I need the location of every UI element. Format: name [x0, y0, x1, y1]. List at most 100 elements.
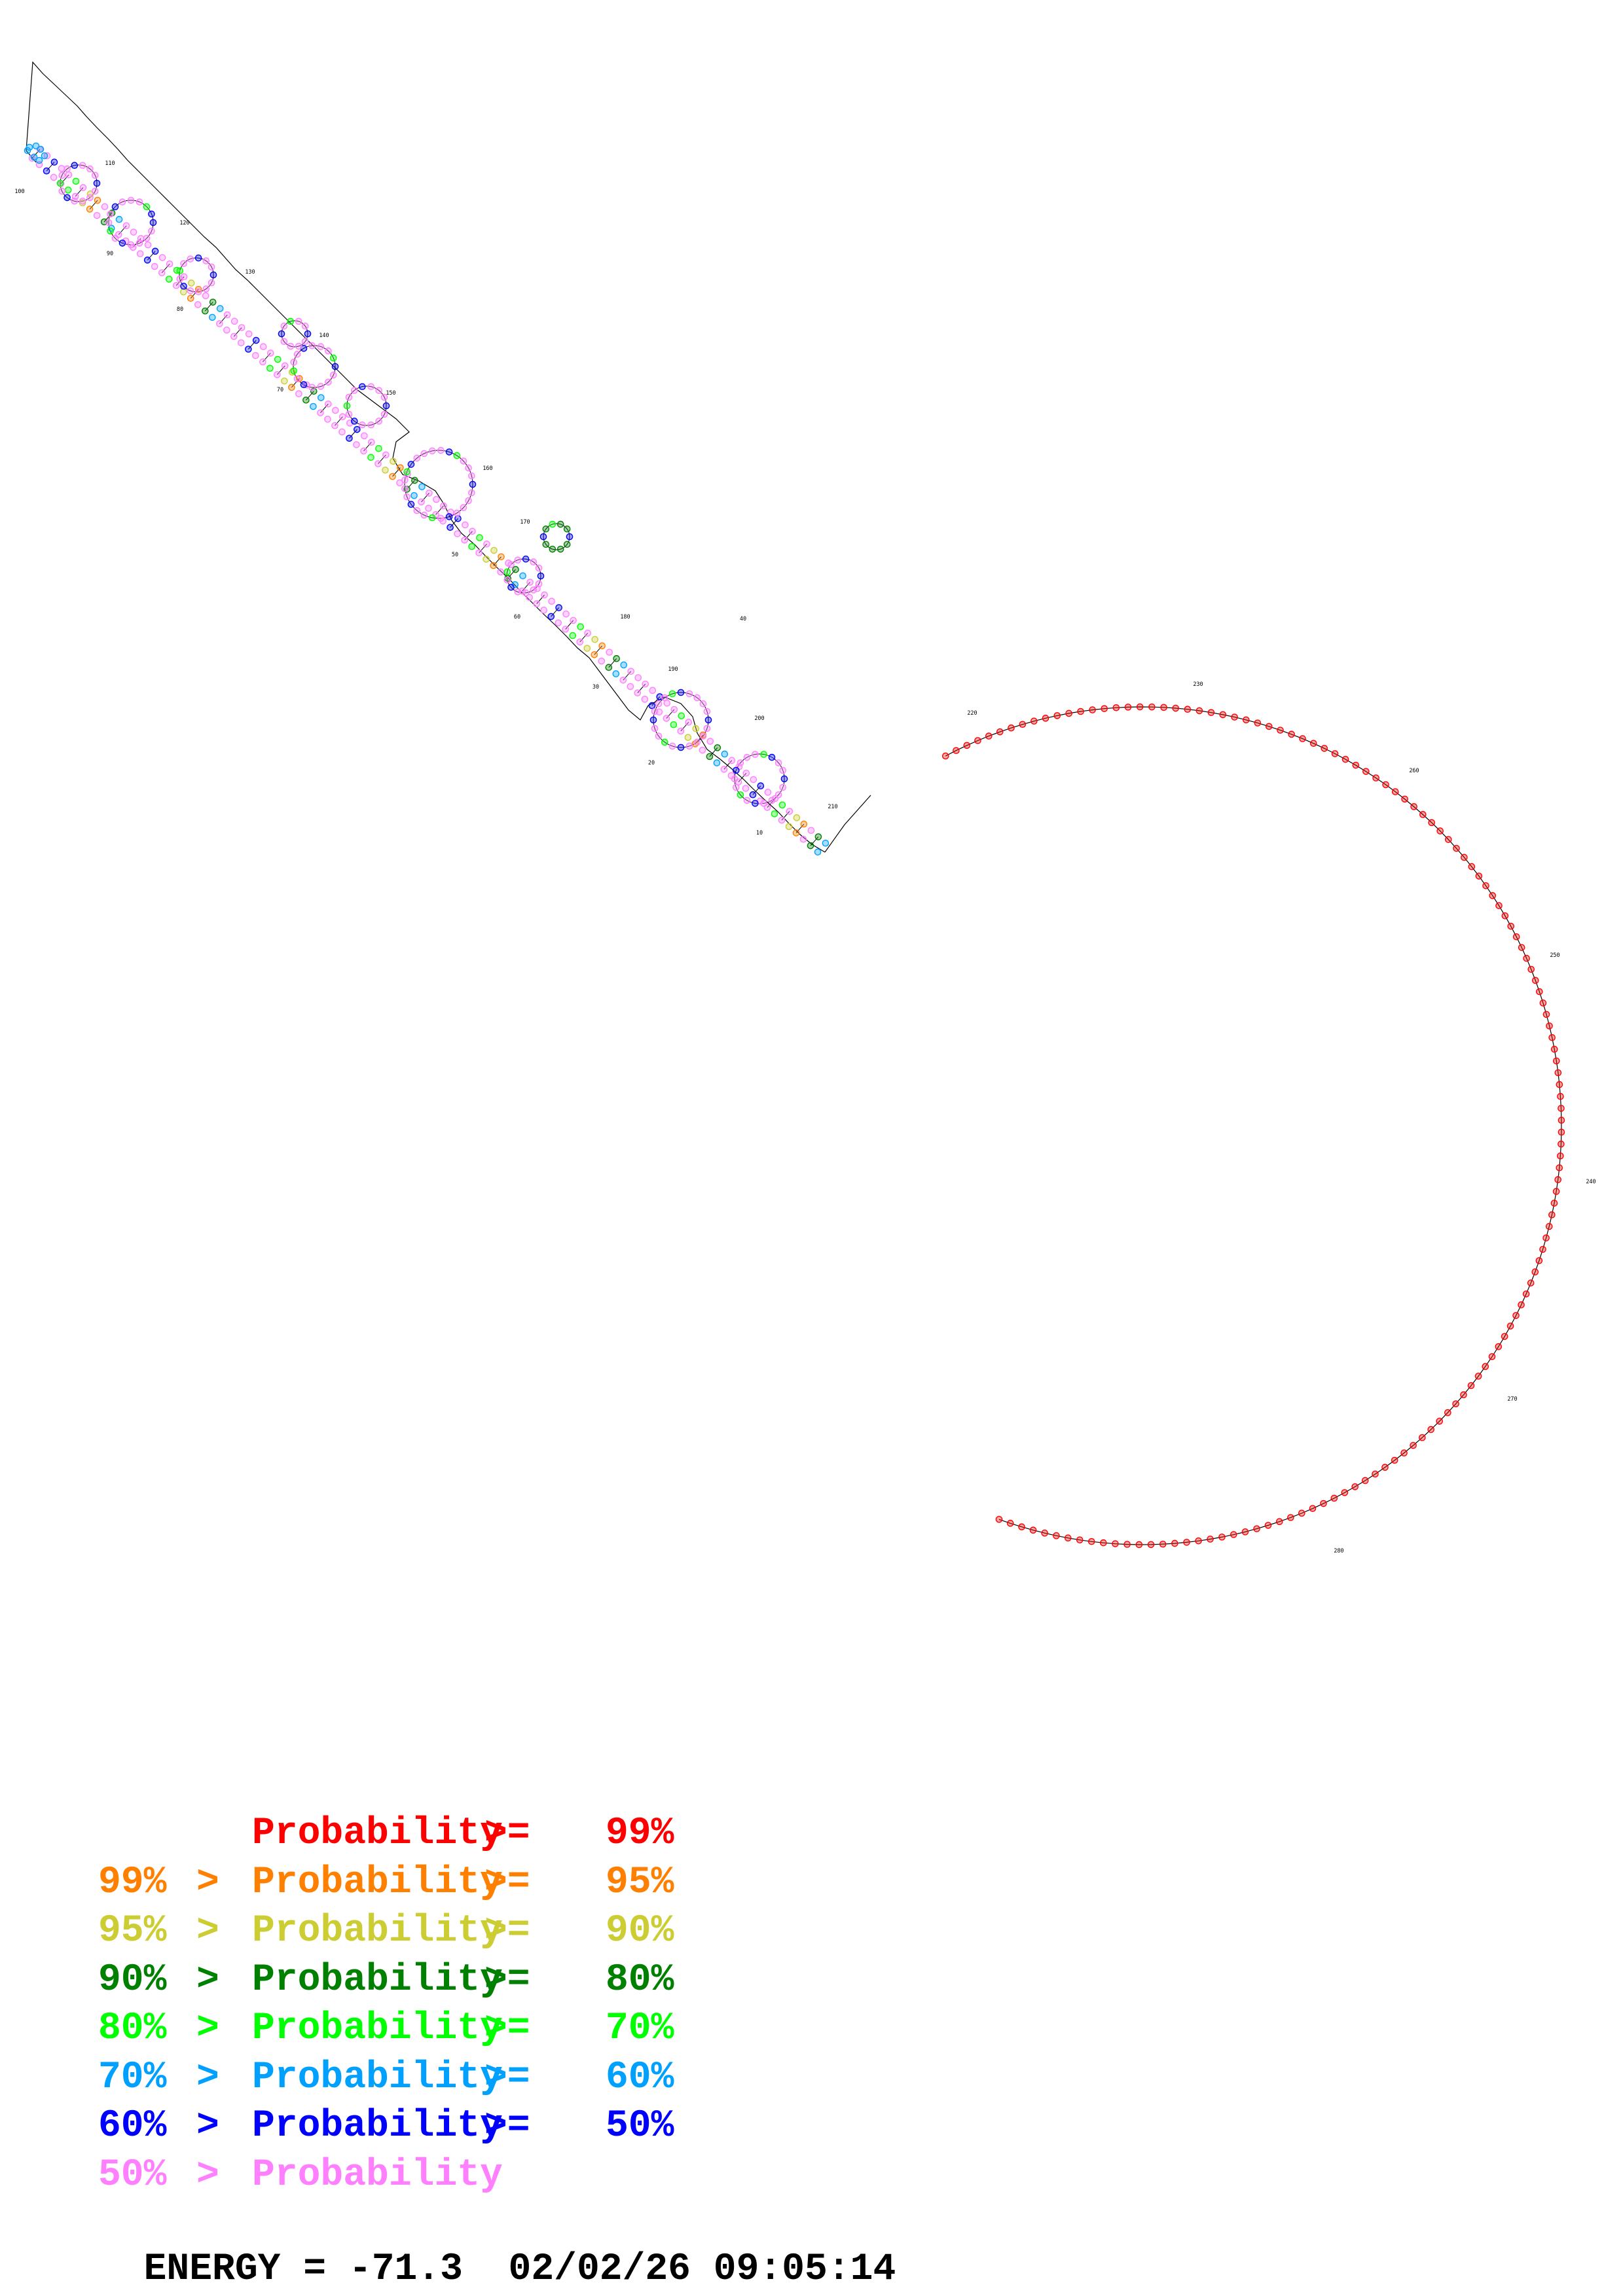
- stem-nucleotide: [706, 738, 714, 745]
- loop-nucleotide: [465, 497, 472, 505]
- position-tick-label: 210: [828, 804, 837, 810]
- stem-nucleotide: [346, 435, 353, 442]
- stem-nucleotide: [410, 492, 418, 499]
- loop-nucleotide: [143, 234, 151, 242]
- loop-nucleotide: [703, 708, 711, 715]
- stem-nucleotide: [122, 222, 130, 230]
- arc-nucleotide: [1112, 704, 1120, 711]
- arc-nucleotide: [1461, 853, 1468, 861]
- base-pair: [378, 454, 386, 464]
- arc-nucleotide: [1331, 750, 1339, 757]
- stem-nucleotide: [426, 490, 433, 497]
- stem-nucleotide: [331, 422, 338, 429]
- loop-nucleotide: [732, 766, 740, 774]
- arc-nucleotide: [1542, 1011, 1550, 1018]
- loop-nucleotide: [380, 410, 388, 418]
- stem-nucleotide: [238, 324, 246, 331]
- stem-nucleotide: [764, 789, 772, 796]
- stem-nucleotide: [179, 288, 187, 296]
- arc-nucleotide: [1254, 719, 1262, 726]
- loop-nucleotide: [287, 317, 295, 325]
- stem-nucleotide: [526, 579, 534, 586]
- arc-nucleotide: [1548, 1211, 1556, 1219]
- legend-gt: >: [196, 2105, 219, 2147]
- stem-nucleotide: [201, 307, 209, 315]
- loop-nucleotide: [775, 791, 782, 798]
- base-pair: [666, 709, 675, 719]
- arc-nucleotide: [1531, 977, 1539, 984]
- legend-pct: 95%: [606, 1861, 674, 1904]
- loop-nucleotide: [136, 240, 143, 247]
- stem-nucleotide: [814, 833, 822, 840]
- loop-nucleotide: [780, 775, 788, 783]
- stem-nucleotide: [750, 776, 757, 783]
- arc-nucleotide: [1531, 1268, 1539, 1276]
- stem-nucleotide: [447, 524, 454, 531]
- stem-nucleotide: [209, 298, 217, 306]
- loop-nucleotide: [194, 254, 202, 262]
- loop-nucleotide: [407, 501, 415, 508]
- stem-nucleotide: [86, 206, 94, 213]
- stem-nucleotide: [490, 562, 497, 569]
- loop-nucleotide: [202, 257, 210, 264]
- stem-nucleotide: [397, 464, 404, 471]
- stem-nucleotide: [79, 184, 87, 191]
- arc-nucleotide: [1506, 1322, 1514, 1330]
- arc-nucleotide: [1065, 709, 1072, 717]
- arc-nucleotide: [1548, 1033, 1556, 1041]
- loop-nucleotide: [280, 322, 288, 330]
- loop-nucleotide: [549, 545, 556, 553]
- loop-nucleotide: [194, 288, 202, 296]
- legend-gt: >: [196, 2007, 219, 2050]
- base-pair: [551, 607, 559, 617]
- stem-nucleotide: [786, 808, 793, 815]
- position-tick-label: 240: [1586, 1179, 1596, 1185]
- base-pair: [479, 543, 487, 554]
- legend-gt: >: [196, 1910, 219, 1952]
- base-pair: [695, 734, 704, 744]
- arc-nucleotide: [1436, 1418, 1443, 1425]
- stem-nucleotide: [375, 445, 382, 452]
- loop-nucleotide: [329, 371, 337, 379]
- stem-nucleotide: [619, 676, 627, 684]
- loop-nucleotide: [468, 472, 475, 480]
- arc-nucleotide: [1558, 1128, 1565, 1136]
- loop-nucleotide: [507, 583, 515, 591]
- base-pair: [161, 263, 170, 274]
- hairpin-nucleotide: [37, 145, 45, 153]
- loop-nucleotide: [343, 402, 351, 410]
- base-pair: [450, 518, 458, 528]
- loop-nucleotide: [542, 541, 550, 548]
- stem-nucleotide: [742, 785, 750, 792]
- arc-nucleotide: [1475, 872, 1483, 880]
- base-pair: [247, 340, 257, 350]
- arc-nucleotide: [953, 747, 960, 755]
- stem-nucleotide: [454, 530, 461, 537]
- base-pair: [335, 416, 343, 426]
- stem-nucleotide: [274, 371, 281, 378]
- legend-ge: >=: [484, 1861, 530, 1904]
- loop-nucleotide: [760, 800, 767, 807]
- stem-nucleotide: [613, 655, 620, 662]
- loop-nucleotide: [514, 588, 522, 596]
- arc-nucleotide: [1542, 1234, 1550, 1242]
- loop-nucleotide: [208, 263, 215, 271]
- position-tick-label: 140: [319, 332, 329, 339]
- stem-nucleotide: [208, 314, 216, 321]
- stem-nucleotide: [469, 528, 476, 535]
- loop-nucleotide: [420, 511, 428, 519]
- stem-nucleotide: [555, 619, 562, 626]
- stem-nucleotide: [483, 540, 490, 548]
- stem-nucleotide: [670, 706, 678, 713]
- stem-nucleotide: [115, 215, 123, 223]
- base-pair: [723, 760, 733, 770]
- stem-nucleotide: [591, 651, 598, 658]
- arc-nucleotide: [1489, 892, 1497, 899]
- legend-pct: 50%: [606, 2105, 674, 2147]
- arc-nucleotide: [1159, 1540, 1167, 1548]
- hairpin-nucleotide: [35, 156, 43, 164]
- arc-nucleotide: [1018, 1523, 1025, 1531]
- base-pair: [349, 429, 357, 439]
- loop-nucleotide: [731, 775, 739, 783]
- stem-nucleotide: [166, 260, 173, 268]
